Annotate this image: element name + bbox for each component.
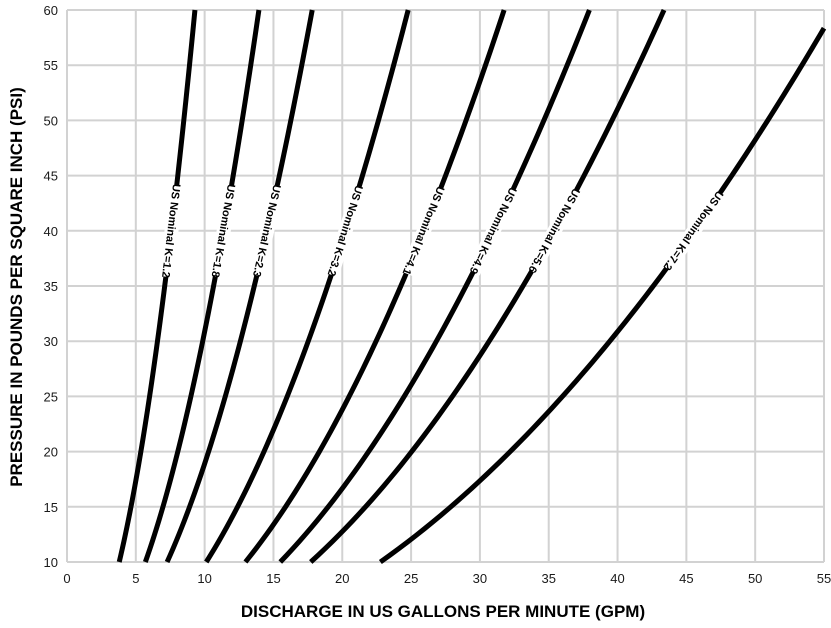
y-tick-label: 15 [44, 500, 58, 515]
curve-label-bg [250, 184, 285, 278]
x-tick-label: 55 [817, 571, 831, 586]
y-tick-label: 55 [44, 58, 58, 73]
x-tick-label: 5 [132, 571, 139, 586]
y-tick-label: 10 [44, 555, 58, 570]
x-tick-label: 25 [404, 571, 418, 586]
y-tick-label: 50 [44, 113, 58, 128]
curve-label-bg [208, 184, 239, 278]
curve-5 [243, 9, 507, 564]
curve-6 [278, 9, 592, 564]
y-tick-label: 30 [44, 334, 58, 349]
y-tick-label: 20 [44, 445, 58, 460]
curve-label-bg [400, 185, 448, 277]
x-tick-label: 15 [266, 571, 280, 586]
y-tick-label: 25 [44, 389, 58, 404]
y-tick-label: 45 [44, 169, 58, 184]
x-tick-label: 20 [335, 571, 349, 586]
y-tick-label: 40 [44, 224, 58, 239]
x-tick-label: 40 [610, 571, 624, 586]
x-tick-label: 30 [473, 571, 487, 586]
curve-label-bg [661, 189, 727, 273]
x-tick-label: 45 [679, 571, 693, 586]
axis-ticks: 0 5 10 15 20 25 30 35 40 45 50 55 10 15 20 25 30 35 40 45 50… [44, 3, 831, 586]
curve-3 [164, 9, 315, 564]
curve-label-bg [467, 186, 520, 276]
k-factor-curves [116, 8, 827, 565]
x-axis-title: DISCHARGE IN US GALLONS PER MINUTE (GPM) [241, 602, 645, 621]
curve-7 [309, 8, 667, 564]
curve-4 [204, 9, 411, 564]
x-tick-label: 50 [748, 571, 762, 586]
curve-label-bg [159, 184, 184, 278]
curve-8 [378, 26, 827, 565]
curve-1 [116, 9, 198, 563]
x-tick-label: 0 [63, 571, 70, 586]
curve-2 [142, 9, 262, 563]
grid [66, 9, 825, 563]
x-tick-label: 35 [541, 571, 555, 586]
x-tick-label: 10 [197, 571, 211, 586]
y-axis-title: PRESSURE IN POUNDS PER SQUARE INCH (PSI) [7, 87, 26, 487]
y-tick-label: 35 [44, 279, 58, 294]
y-tick-label: 60 [44, 3, 58, 18]
curve-label-bg [325, 184, 367, 277]
curve-label-bg [526, 186, 583, 275]
